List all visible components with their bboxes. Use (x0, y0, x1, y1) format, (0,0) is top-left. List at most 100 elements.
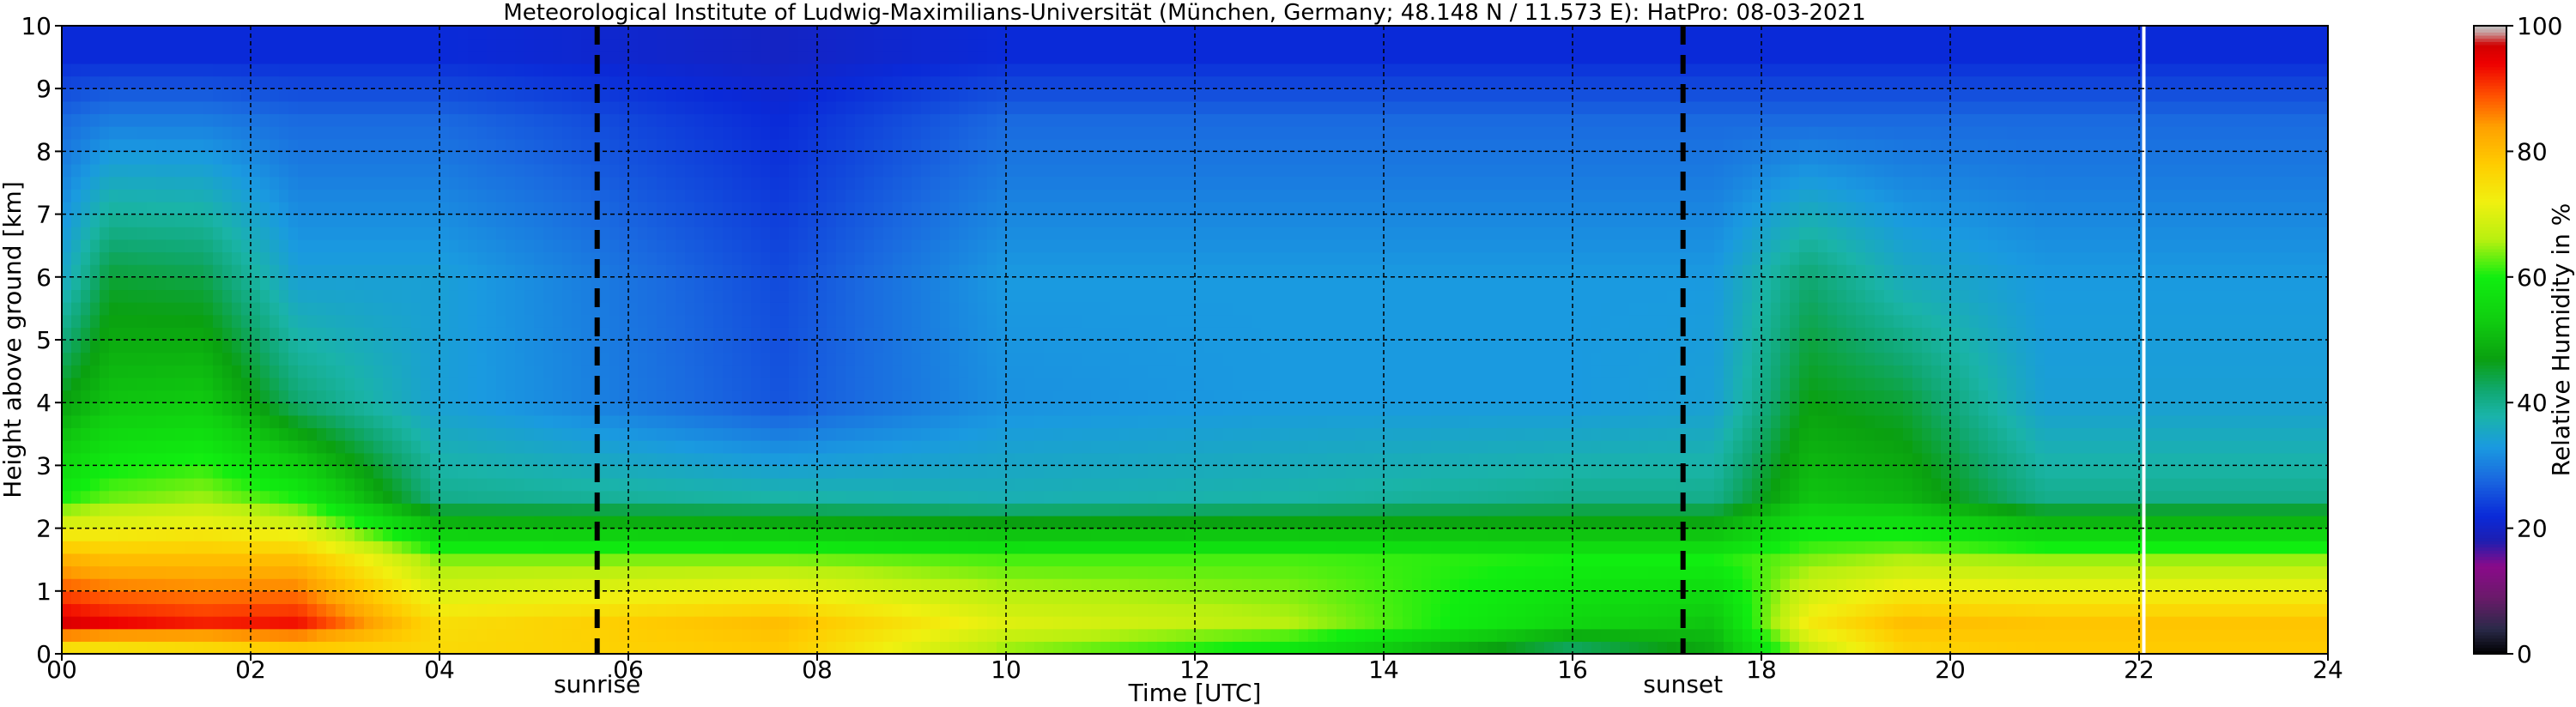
heatmap-cell (638, 138, 648, 152)
heatmap-cell (260, 227, 270, 240)
heatmap-cell (874, 314, 884, 328)
heatmap-cell (553, 314, 563, 328)
heatmap-cell (647, 402, 658, 416)
heatmap-cell (647, 63, 658, 77)
heatmap-cell (137, 251, 148, 265)
heatmap-cell (940, 427, 950, 441)
heatmap-cell (71, 340, 82, 354)
heatmap-cell (279, 26, 289, 39)
heatmap-cell (81, 176, 91, 190)
heatmap-cell (609, 126, 620, 140)
heatmap-cell (751, 314, 761, 328)
heatmap-cell (430, 427, 440, 441)
heatmap-cell (694, 26, 705, 39)
heatmap-cell (232, 63, 242, 77)
heatmap-cell (336, 164, 346, 178)
heatmap-cell (355, 452, 365, 466)
heatmap-cell (109, 427, 119, 441)
heatmap-cell (572, 126, 582, 140)
heatmap-cell (317, 427, 327, 441)
heatmap-cell (203, 628, 214, 642)
heatmap-cell (930, 628, 941, 642)
heatmap-cell (487, 126, 497, 140)
heatmap-cell (685, 100, 695, 115)
heatmap-cell (458, 100, 469, 115)
heatmap-cell (232, 641, 242, 655)
heatmap-cell (270, 100, 280, 115)
heatmap-cell (392, 340, 403, 354)
heatmap-cell (949, 214, 960, 227)
heatmap-cell (543, 541, 554, 554)
heatmap-cell (288, 490, 299, 504)
heatmap-cell (751, 176, 761, 190)
heatmap-cell (666, 528, 676, 541)
heatmap-cell (270, 76, 280, 89)
heatmap-cell (336, 578, 346, 592)
heatmap-cell (742, 390, 752, 403)
heatmap-cell (902, 276, 912, 291)
heatmap-cell (609, 151, 620, 165)
heatmap-cell (723, 201, 733, 215)
heatmap-cell (817, 276, 827, 291)
heatmap-cell (109, 603, 119, 617)
heatmap-cell (713, 528, 724, 541)
heatmap-cell (534, 465, 544, 479)
heatmap-cell (666, 100, 676, 115)
heatmap-cell (373, 214, 384, 227)
heatmap-cell (449, 628, 459, 642)
heatmap-cell (524, 503, 535, 517)
heatmap-cell (893, 327, 903, 341)
heatmap-cell (978, 264, 988, 278)
heatmap-cell (288, 565, 299, 579)
heatmap-cell (940, 239, 950, 253)
heatmap-cell (912, 478, 922, 492)
heatmap-cell (241, 76, 252, 89)
heatmap-cell (921, 176, 931, 190)
heatmap-cell (487, 239, 497, 253)
heatmap-cell (118, 126, 129, 140)
heatmap-cell (506, 38, 516, 51)
heatmap-cell (430, 478, 440, 492)
heatmap-cell (383, 603, 393, 617)
heatmap-cell (109, 478, 119, 492)
heatmap-cell (109, 164, 119, 178)
heatmap-cell (487, 628, 497, 642)
heatmap-cell (817, 352, 827, 366)
heatmap-cell (166, 51, 176, 64)
heatmap-cell (336, 289, 346, 303)
heatmap-cell (704, 227, 714, 240)
heatmap-cell (251, 314, 261, 328)
heatmap-cell (647, 100, 658, 115)
heatmap-cell (864, 340, 875, 354)
heatmap-cell (694, 402, 705, 416)
heatmap-cell (317, 490, 327, 504)
heatmap-cell (704, 51, 714, 64)
heatmap-cell (411, 616, 421, 630)
heatmap-cell (194, 138, 204, 152)
heatmap-cell (638, 541, 648, 554)
heatmap-cell (336, 565, 346, 579)
heatmap-cell (761, 201, 771, 215)
heatmap-cell (940, 402, 950, 416)
heatmap-cell (581, 251, 591, 265)
heatmap-cell (392, 440, 403, 454)
heatmap-cell (411, 390, 421, 403)
heatmap-cell (987, 38, 997, 51)
heatmap-cell (997, 314, 1007, 328)
heatmap-cell (166, 478, 176, 492)
heatmap-cell (477, 100, 488, 115)
heatmap-cell (506, 452, 516, 466)
heatmap-cell (940, 490, 950, 504)
heatmap-cell (789, 227, 799, 240)
heatmap-cell (949, 126, 960, 140)
heatmap-cell (562, 214, 573, 227)
heatmap-cell (496, 302, 506, 316)
heatmap-cell (864, 603, 875, 617)
heatmap-cell (439, 641, 450, 655)
heatmap-cell (402, 578, 412, 592)
heatmap-cell (326, 214, 336, 227)
heatmap-cell (373, 427, 384, 441)
heatmap-cell (581, 365, 591, 378)
heatmap-cell (317, 289, 327, 303)
heatmap-cell (477, 251, 488, 265)
